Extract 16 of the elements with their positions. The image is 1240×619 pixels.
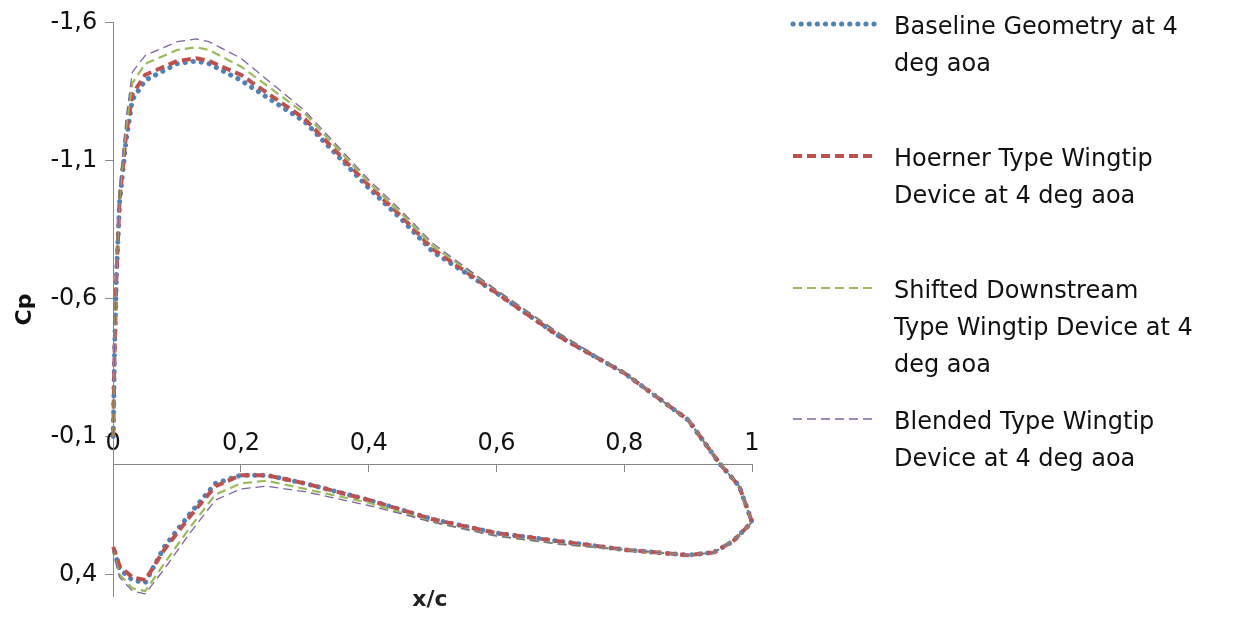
x-tick-label: 0,2 [221,427,261,456]
x-tick-label: 0,8 [605,427,644,456]
legend-label: Blended Type Wingtip Device at 4 deg aoa [894,406,1156,474]
y-tick-label: 0,4 [59,558,98,587]
y-axis-title: Cp [10,293,36,326]
x-tick-label: 1 [744,427,760,456]
x-tick-label: 0,6 [477,427,516,456]
y-tick-label: -1,1 [50,144,98,173]
y-tick-label: -0,1 [50,420,98,449]
x-tick-label: 0,4 [349,427,388,456]
legend-label: Baseline Geometry at 4 deg aoa [894,11,1179,79]
legend-label: Shifted Downstream Type Wingtip Device at 4 deg aoa [894,275,1194,380]
x-axis-title: x/c [411,586,449,611]
y-tick-label: -0,6 [50,282,98,311]
legend-label: Hoerner Type Wingtip Device at 4 deg aoa [894,143,1154,211]
y-tick-label: -1,6 [50,6,98,35]
